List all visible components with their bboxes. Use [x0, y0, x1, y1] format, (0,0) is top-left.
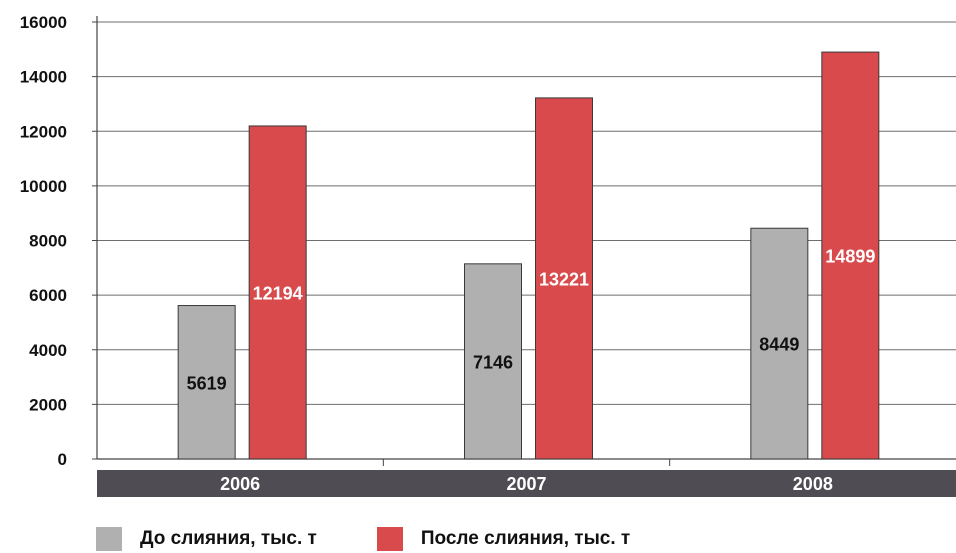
y-axis: 0 2000 4000 6000 8000 10000 12000 14000 16000	[20, 13, 956, 469]
bar	[535, 97, 593, 460]
x-axis-band: 2006 2007 2008	[97, 459, 956, 497]
y-tick-label: 16000	[20, 13, 67, 32]
legend-item-after: После слияния, тыс. т	[376, 527, 631, 551]
data-label: 7146	[473, 352, 513, 372]
legend-swatch-before	[96, 527, 122, 551]
y-tick-label: 10000	[20, 177, 67, 196]
x-tick-label: 2006	[220, 474, 260, 494]
legend: До слияния, тыс. т После слияния, тыс. т	[96, 527, 690, 551]
data-label: 5619	[187, 373, 227, 393]
y-tick-label: 0	[58, 450, 67, 469]
bar	[750, 227, 809, 460]
y-tick-label: 2000	[29, 395, 67, 414]
category-band	[97, 470, 956, 497]
y-tick-label: 8000	[29, 232, 67, 251]
legend-label-after: После слияния, тыс. т	[420, 528, 631, 549]
legend-swatch-after	[376, 527, 403, 551]
legend-item-before: До слияния, тыс. т	[96, 527, 317, 551]
data-label: 12194	[253, 283, 303, 303]
bar	[464, 263, 522, 460]
data-label: 13221	[539, 269, 589, 289]
bar	[821, 51, 880, 460]
y-tick-label: 14000	[20, 68, 67, 87]
legend-label-before: До слияния, тыс. т	[140, 528, 317, 549]
x-tick-label: 2008	[793, 474, 833, 494]
data-label: 8449	[759, 335, 799, 355]
gridlines	[97, 21, 956, 405]
y-tick-label: 4000	[29, 341, 67, 360]
y-tick-label: 6000	[29, 286, 67, 305]
bar	[177, 305, 236, 460]
y-tick-label: 12000	[20, 122, 67, 141]
x-tick-label: 2007	[506, 474, 546, 494]
bars: 5619 12194 7146 13221 8449 14899	[177, 51, 880, 460]
data-label: 14899	[825, 247, 875, 267]
bar	[248, 125, 307, 460]
